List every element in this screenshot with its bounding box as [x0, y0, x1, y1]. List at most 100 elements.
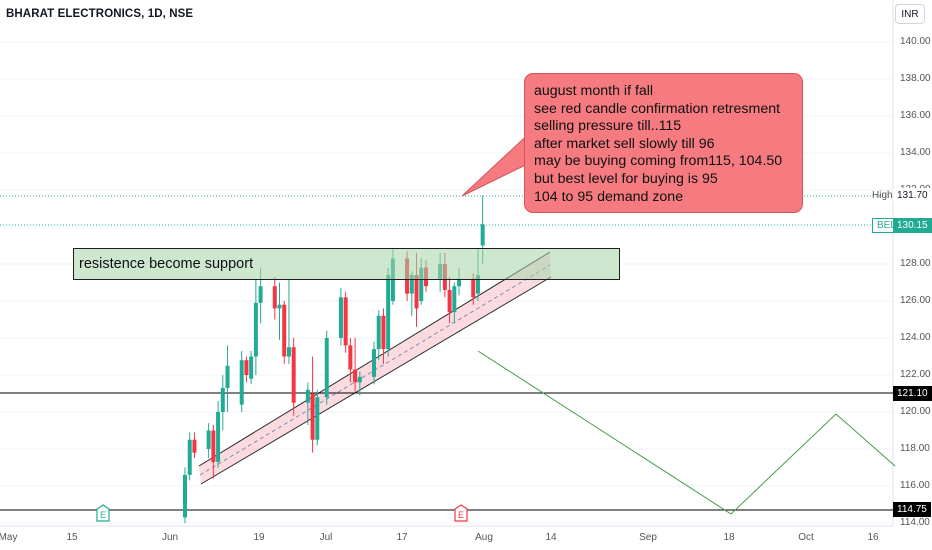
candle-body: [338, 297, 343, 338]
high-price-tag: 131.70: [893, 188, 932, 203]
y-tick-label: 118.00: [900, 443, 930, 454]
y-tick-label: 120.00: [900, 406, 931, 417]
candle: [244, 356, 249, 383]
candle-body: [315, 397, 320, 440]
callout-line: selling pressure till..115: [534, 118, 682, 135]
candle: [282, 301, 287, 364]
callout-line: august month if fall: [534, 83, 654, 99]
callout-line: see red candle confirmation retresment: [534, 100, 781, 117]
candle-body: [386, 275, 391, 350]
candle-body: [258, 286, 263, 303]
candle: [338, 288, 343, 346]
candle-body: [471, 278, 476, 298]
candle-body: [220, 387, 225, 412]
candle-body: [457, 278, 462, 287]
x-tick-label: Aug: [475, 532, 493, 543]
candle-body: [277, 304, 282, 309]
support-zone-box[interactable]: resistence become support: [73, 248, 620, 280]
candle: [286, 278, 291, 364]
chart-title: BHARAT ELECTRONICS, 1D, NSE: [6, 8, 194, 20]
y-tick-label: 140.00: [900, 36, 931, 47]
analysis-callout[interactable]: august month if fall see red candle conf…: [524, 73, 803, 213]
candle: [386, 267, 391, 357]
candle-body: [253, 302, 258, 357]
candle: [348, 338, 353, 383]
level-price-tag: 114.75: [893, 502, 931, 517]
callout-line: 104 to 95 demand zone: [534, 188, 684, 205]
candle-body: [225, 365, 230, 388]
candle-body: [272, 286, 277, 309]
y-tick-label: 134.00: [900, 147, 931, 158]
candle: [376, 310, 381, 361]
candle-body: [409, 275, 414, 294]
y-tick-label: 126.00: [900, 295, 931, 306]
y-tick-label: 128.00: [900, 258, 931, 269]
y-tick-label: 122.00: [900, 369, 931, 380]
candle: [220, 375, 225, 431]
x-tick-label: 18: [723, 532, 735, 543]
candle: [343, 291, 348, 353]
candle: [183, 467, 187, 523]
callout-line: after market sell slowly till 96: [534, 135, 715, 152]
candle-body: [244, 360, 249, 375]
candle: [192, 432, 197, 459]
candle: [206, 423, 211, 459]
level-price-tag: 121.10: [893, 386, 932, 401]
candle: [452, 282, 457, 324]
candle-body: [376, 315, 381, 350]
candle-body: [452, 286, 457, 313]
candle: [239, 350, 244, 412]
x-tick-label: 15: [66, 532, 78, 543]
candle-body: [206, 430, 211, 449]
earnings-marker-e-green[interactable]: E: [96, 504, 110, 522]
svg-text:E: E: [458, 510, 464, 520]
x-tick-label: 17: [396, 532, 408, 543]
candle: [381, 308, 386, 364]
chart-grid: [0, 41, 893, 524]
candle-body: [348, 345, 353, 370]
candle-body: [414, 275, 419, 309]
candle-body: [475, 275, 480, 294]
candle: [216, 400, 221, 468]
candle-body: [216, 412, 221, 462]
x-tick-label: 16: [867, 532, 879, 543]
candle: [310, 356, 315, 453]
candle: [315, 389, 320, 446]
candle-body: [381, 315, 386, 350]
candle-body: [282, 304, 287, 357]
candle-body: [192, 439, 197, 453]
callout-line: but best level for buying is 95: [534, 170, 718, 187]
candle-body: [249, 356, 254, 379]
x-tick-label: Sep: [639, 532, 657, 543]
x-tick-label: May: [0, 532, 18, 543]
earnings-marker-e-red[interactable]: E: [454, 504, 468, 522]
candle-body: [447, 289, 452, 313]
last-price-tag: 130.15: [893, 218, 932, 233]
candle: [353, 338, 358, 392]
candle: [225, 345, 230, 412]
candle: [291, 338, 296, 416]
candle: [253, 278, 258, 375]
candle-body: [419, 267, 424, 301]
candle: [249, 350, 254, 385]
x-tick-label: Jul: [319, 532, 333, 543]
candle: [372, 341, 376, 385]
y-tick-label: 136.00: [900, 110, 931, 121]
candle-body: [310, 393, 315, 440]
candle: [272, 276, 277, 320]
y-tick-label: 114.00: [900, 517, 930, 528]
candle-body: [480, 224, 485, 246]
candle-body: [211, 430, 216, 462]
callout-line: may be buying coming from115, 104.50: [534, 153, 783, 170]
candle-body: [343, 297, 348, 346]
candle-body: [372, 349, 376, 377]
candle: [277, 282, 282, 340]
candle: [305, 382, 310, 425]
candle: [187, 432, 192, 481]
currency-button[interactable]: INR: [895, 4, 925, 24]
y-tick-label: 116.00: [900, 480, 930, 491]
candle: [324, 330, 329, 405]
candle-body: [291, 347, 296, 403]
x-tick-label: 14: [545, 532, 557, 543]
